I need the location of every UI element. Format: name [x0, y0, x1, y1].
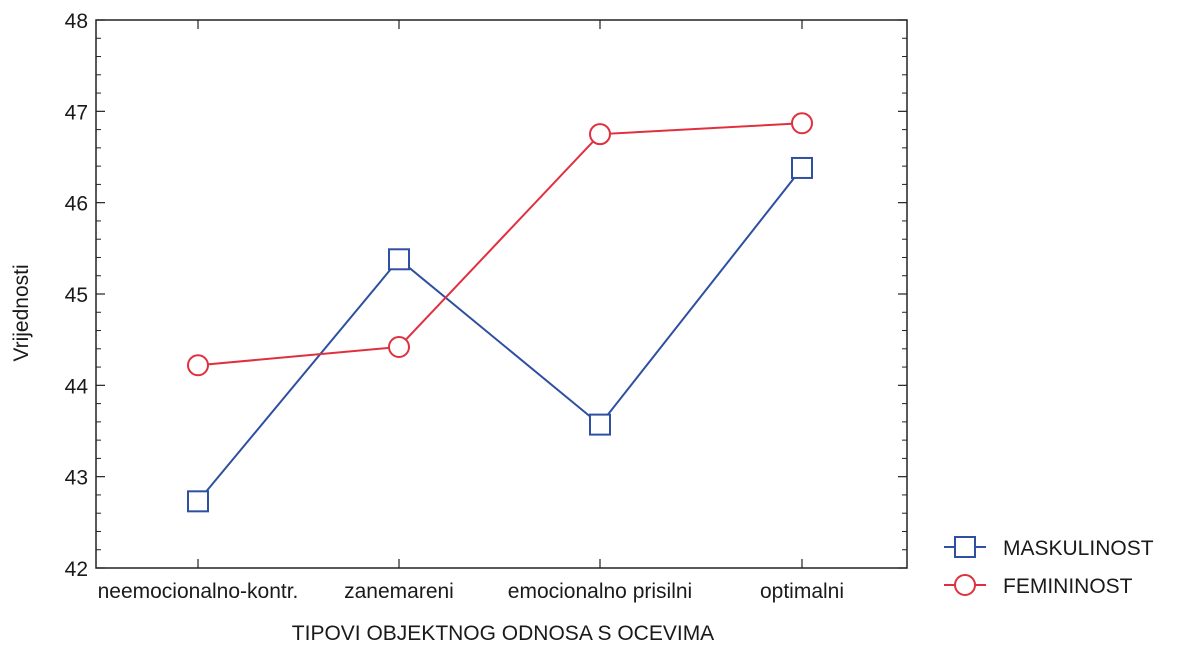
legend-label: MASKULINOST	[1003, 537, 1154, 560]
data-point-femininost	[589, 123, 611, 146]
y-tick-label: 47	[65, 101, 88, 124]
data-point-maskulinost	[589, 413, 611, 436]
legend-circle-marker	[954, 574, 976, 596]
y-axis-title: Vrijednosti	[10, 264, 33, 361]
data-point-femininost	[388, 335, 410, 358]
y-tick-label: 45	[65, 284, 88, 307]
data-point-maskulinost	[388, 248, 410, 271]
x-tick-label: zanemareni	[344, 580, 454, 603]
y-tick-label: 42	[65, 558, 88, 581]
x-tick-label: neemocionalno-kontr.	[98, 580, 299, 603]
plot-frame	[95, 19, 908, 569]
x-tick-label: emocionalno prisilni	[508, 580, 692, 603]
legend: MASKULINOST FEMININOST	[944, 536, 1154, 598]
x-tick-label: optimalni	[760, 580, 844, 603]
series-layer	[187, 112, 813, 513]
y-axis: 42 43 44 45 46 47 48	[65, 10, 907, 581]
legend-label: FEMININOST	[1003, 575, 1133, 598]
y-tick-label: 43	[65, 467, 88, 490]
legend-square-marker	[954, 536, 976, 558]
series-line-femininost	[197, 122, 803, 367]
x-axis-title: TIPOVI OBJEKTNOG ODNOSA S OCEVIMA	[292, 622, 714, 645]
data-point-femininost	[791, 112, 813, 135]
data-point-femininost	[187, 354, 209, 377]
data-point-maskulinost	[187, 490, 209, 513]
y-tick-label: 46	[65, 193, 88, 216]
x-axis: neemocionalno-kontr. zanemareni emocionaln…	[98, 20, 844, 603]
y-tick-label: 48	[65, 10, 88, 33]
y-tick-label: 44	[65, 375, 89, 398]
series-line-maskulinost	[197, 167, 803, 502]
data-point-maskulinost	[791, 156, 813, 179]
